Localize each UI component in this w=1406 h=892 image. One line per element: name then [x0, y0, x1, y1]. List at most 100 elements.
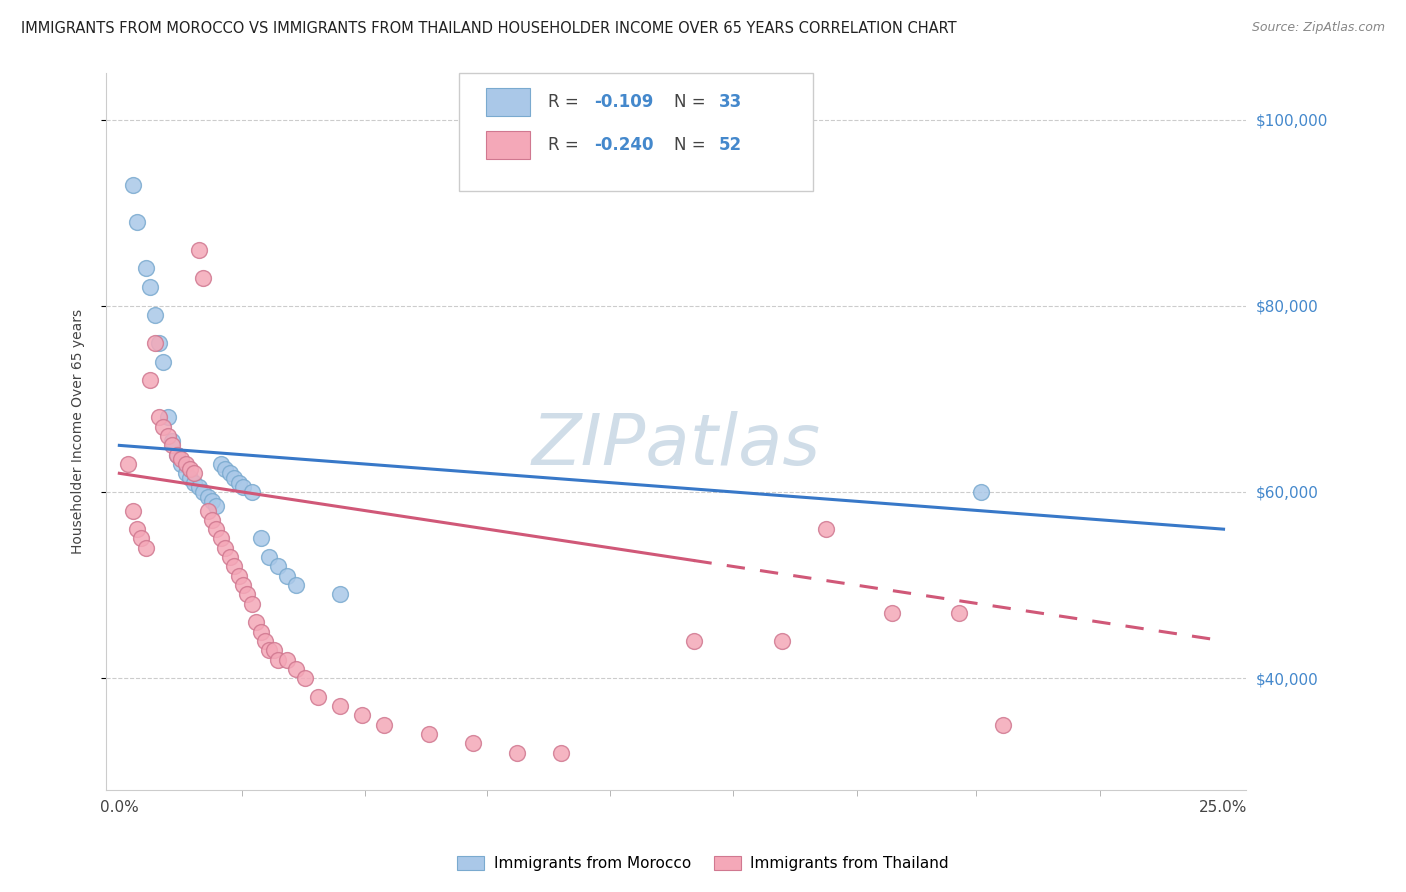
- Point: [187, 480, 209, 494]
- Text: N =: N =: [673, 136, 710, 153]
- Point: [815, 522, 838, 536]
- Point: [276, 652, 298, 666]
- Point: [240, 597, 263, 611]
- Point: [209, 532, 232, 546]
- Point: [307, 690, 329, 704]
- Point: [373, 717, 395, 731]
- Point: [682, 633, 704, 648]
- Point: [117, 457, 139, 471]
- Point: [148, 410, 170, 425]
- Point: [148, 335, 170, 350]
- Point: [187, 243, 209, 257]
- Point: [139, 373, 162, 387]
- Point: [143, 335, 166, 350]
- Point: [162, 438, 184, 452]
- Point: [263, 643, 285, 657]
- Point: [170, 452, 193, 467]
- Point: [183, 475, 205, 490]
- Point: [125, 215, 148, 229]
- Point: [882, 606, 904, 620]
- Point: [294, 671, 316, 685]
- Point: [969, 484, 991, 499]
- Point: [166, 448, 188, 462]
- FancyBboxPatch shape: [485, 131, 530, 159]
- FancyBboxPatch shape: [460, 73, 813, 191]
- Point: [135, 541, 157, 555]
- Point: [121, 503, 143, 517]
- Text: R =: R =: [548, 136, 585, 153]
- Point: [550, 746, 572, 760]
- Point: [228, 475, 250, 490]
- Point: [183, 467, 205, 481]
- Point: [228, 568, 250, 582]
- Point: [201, 513, 224, 527]
- Point: [418, 727, 440, 741]
- Point: [121, 178, 143, 192]
- Text: 33: 33: [718, 93, 742, 111]
- Text: -0.240: -0.240: [593, 136, 654, 153]
- Point: [948, 606, 970, 620]
- Point: [352, 708, 374, 723]
- Point: [267, 652, 290, 666]
- Point: [506, 746, 529, 760]
- Point: [267, 559, 290, 574]
- Point: [276, 568, 298, 582]
- Point: [170, 457, 193, 471]
- Point: [329, 587, 352, 601]
- Point: [249, 624, 271, 639]
- Point: [193, 484, 215, 499]
- Point: [232, 578, 254, 592]
- Point: [218, 550, 240, 565]
- Point: [259, 643, 281, 657]
- Point: [232, 480, 254, 494]
- Point: [240, 484, 263, 499]
- Text: Source: ZipAtlas.com: Source: ZipAtlas.com: [1251, 21, 1385, 34]
- Text: 52: 52: [718, 136, 742, 153]
- Text: N =: N =: [673, 93, 710, 111]
- Point: [209, 457, 232, 471]
- Point: [174, 457, 197, 471]
- Y-axis label: Householder Income Over 65 years: Householder Income Over 65 years: [72, 309, 86, 554]
- Point: [143, 308, 166, 322]
- Point: [125, 522, 148, 536]
- Point: [236, 587, 259, 601]
- FancyBboxPatch shape: [485, 87, 530, 116]
- Point: [285, 662, 308, 676]
- Point: [179, 461, 201, 475]
- Point: [259, 550, 281, 565]
- Point: [254, 633, 277, 648]
- Point: [174, 467, 197, 481]
- Text: -0.109: -0.109: [593, 93, 654, 111]
- Point: [461, 736, 484, 750]
- Point: [218, 467, 240, 481]
- Point: [152, 419, 174, 434]
- Point: [224, 559, 246, 574]
- Point: [224, 471, 246, 485]
- Point: [245, 615, 267, 630]
- Point: [205, 499, 228, 513]
- Point: [197, 490, 219, 504]
- Point: [193, 270, 215, 285]
- Point: [135, 261, 157, 276]
- Point: [285, 578, 308, 592]
- Point: [329, 699, 352, 714]
- Text: IMMIGRANTS FROM MOROCCO VS IMMIGRANTS FROM THAILAND HOUSEHOLDER INCOME OVER 65 Y: IMMIGRANTS FROM MOROCCO VS IMMIGRANTS FR…: [21, 21, 956, 36]
- Point: [201, 494, 224, 508]
- Point: [249, 532, 271, 546]
- Point: [156, 410, 179, 425]
- Point: [770, 633, 793, 648]
- Point: [162, 434, 184, 448]
- Point: [214, 461, 236, 475]
- Text: R =: R =: [548, 93, 585, 111]
- Point: [156, 429, 179, 443]
- Point: [152, 354, 174, 368]
- Point: [205, 522, 228, 536]
- Point: [214, 541, 236, 555]
- Point: [197, 503, 219, 517]
- Point: [139, 280, 162, 294]
- Point: [179, 471, 201, 485]
- Legend: Immigrants from Morocco, Immigrants from Thailand: Immigrants from Morocco, Immigrants from…: [451, 850, 955, 877]
- Point: [991, 717, 1014, 731]
- Text: ZIPatlas: ZIPatlas: [531, 411, 820, 480]
- Point: [166, 448, 188, 462]
